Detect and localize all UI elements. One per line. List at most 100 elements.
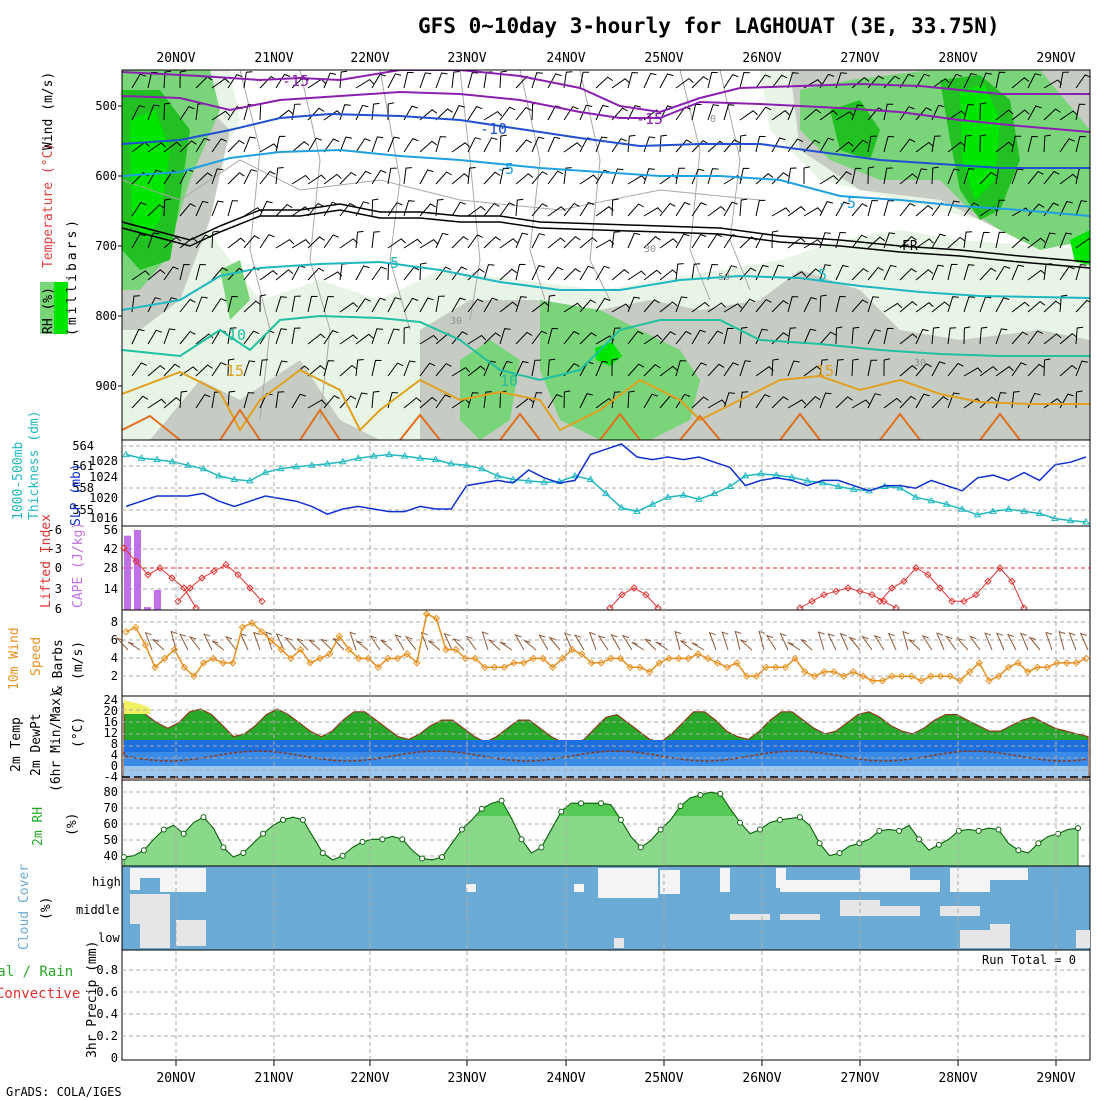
wind-barb	[675, 167, 686, 185]
wind-barb	[771, 74, 788, 89]
wind-barb	[835, 295, 846, 313]
wind-barb	[1075, 135, 1086, 153]
wind-barb	[451, 331, 468, 345]
wind-barb	[483, 202, 500, 217]
rh-point	[935, 841, 942, 848]
freezing-level-line-b	[122, 209, 1090, 269]
rh-point	[836, 850, 843, 856]
wind-barb	[787, 72, 799, 89]
wind-barb	[899, 395, 917, 409]
wind-barb	[515, 296, 527, 313]
cloud-cell	[160, 868, 206, 892]
lifted-index-a-point	[132, 557, 140, 566]
precip-tick-label: 0.6	[96, 985, 118, 999]
lifted-index-e-point	[876, 597, 884, 606]
rh-point	[359, 838, 366, 845]
wind-barb	[755, 74, 771, 89]
wind-speed-point	[1062, 659, 1071, 667]
wind-barb	[1043, 300, 1061, 313]
surface-wind-barb	[465, 635, 477, 651]
wind-barb	[1027, 269, 1046, 281]
wind-barb	[195, 333, 214, 345]
wind-barb	[1027, 73, 1042, 89]
wind-speed-point	[325, 650, 334, 658]
wind-barb	[291, 327, 301, 345]
wind-barb	[243, 330, 260, 345]
wind-barb	[979, 365, 998, 377]
wind-speed-point	[859, 672, 867, 680]
wind-barb	[515, 173, 534, 185]
wind-barb	[851, 203, 868, 217]
thickness-point	[664, 493, 672, 500]
wind-barb	[899, 333, 918, 345]
lifted-index-e-point	[960, 597, 968, 606]
wind-barb	[803, 239, 823, 249]
wind-barb	[947, 73, 963, 89]
wind-barb	[963, 202, 980, 217]
wind-barb	[947, 168, 960, 185]
wind-speed-point	[694, 650, 702, 658]
lifted-index-c-line	[609, 587, 659, 609]
cloud-cell	[990, 924, 1010, 948]
surface-wind-barb	[734, 630, 742, 651]
wind-barb	[467, 205, 486, 217]
surface-wind-barb	[674, 630, 682, 651]
wind-barb	[547, 393, 563, 409]
surface-wind-barb	[179, 633, 189, 651]
wind-barb	[339, 70, 348, 89]
wind-barb	[1027, 363, 1045, 377]
freezing-level-line	[122, 203, 1090, 263]
wind-barb	[467, 72, 479, 89]
wind-barb	[291, 174, 311, 185]
wind-barb	[931, 361, 946, 377]
wind-barb	[611, 358, 619, 377]
wind-barb	[531, 359, 541, 377]
wind-speed-point	[170, 645, 179, 654]
wind-barb	[355, 78, 375, 89]
wind-barb	[371, 136, 384, 153]
lifted-index-b-point	[186, 584, 194, 592]
temp-tick-label: -4	[104, 770, 118, 784]
lifted-index-series	[120, 544, 1028, 612]
wind-barb	[483, 360, 497, 377]
wind-barb	[323, 72, 337, 89]
wind-speed-point	[965, 668, 974, 676]
thickness-tick-label: 555	[72, 503, 94, 517]
temp-label-2: 2m DewPt	[29, 713, 44, 776]
surface-wind-barb	[524, 640, 537, 651]
thickness-point	[307, 461, 316, 468]
wind-barb	[883, 232, 896, 249]
wind-barb	[403, 105, 418, 121]
wind-barb	[179, 390, 188, 409]
wind-barb	[675, 330, 692, 345]
surface-wind-barb	[404, 635, 417, 651]
wind-barb	[275, 167, 284, 185]
wind-barb	[451, 201, 467, 217]
cape-bar	[144, 607, 151, 610]
wind-barb	[1075, 103, 1086, 121]
wind-barb	[291, 206, 310, 217]
wind-barb	[835, 111, 855, 121]
wind-barb	[291, 141, 310, 153]
wind-speed-point	[1024, 668, 1032, 676]
wind-barb	[579, 393, 593, 409]
wind-barb	[995, 109, 1014, 121]
wind-barb	[563, 202, 580, 217]
wind-barb	[1043, 108, 1061, 121]
lifted-index-c-point	[630, 584, 638, 592]
wind-speed-point	[742, 672, 751, 680]
wind-barb	[211, 267, 228, 281]
surface-wind-barb	[1019, 632, 1029, 651]
wind-barb	[435, 394, 451, 409]
wind-speed-point	[403, 650, 411, 658]
wind-barb	[371, 390, 380, 409]
temp-label-minus5-b: -5	[838, 194, 856, 212]
wind-barb	[1075, 200, 1088, 217]
wind-tick-label: 8	[111, 615, 118, 629]
wind-speed-point	[180, 663, 188, 672]
rh-point	[319, 850, 326, 856]
wind-barb	[659, 331, 676, 345]
wind-barb	[883, 103, 894, 121]
wind-barb	[915, 363, 932, 377]
temp-contour-plus10	[122, 314, 1090, 382]
